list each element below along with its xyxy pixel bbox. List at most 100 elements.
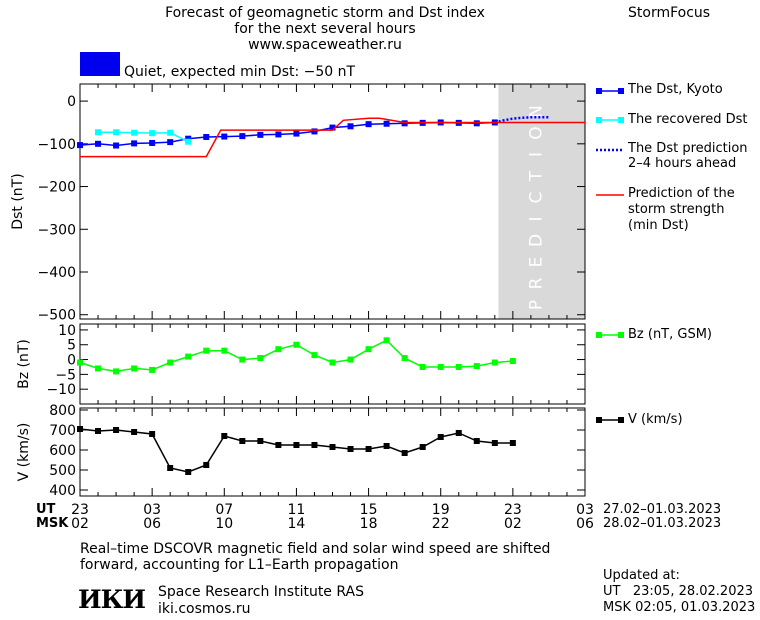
y-tick-label: −5 (55, 367, 76, 383)
msk-tick-label: 02 (71, 516, 89, 532)
data-point (347, 356, 354, 363)
data-point (149, 139, 156, 146)
data-point (167, 359, 174, 366)
data-point (221, 433, 228, 439)
y-tick-label: −100 (38, 137, 76, 153)
iki-logo-text: ИКИ (78, 585, 146, 614)
data-point (311, 128, 318, 135)
data-point (509, 358, 516, 365)
data-point (167, 129, 174, 136)
data-point (203, 133, 210, 140)
data-point (419, 363, 426, 370)
legend-bz-symbol-marker (596, 332, 602, 338)
data-point (437, 434, 444, 440)
data-point (131, 365, 138, 372)
data-point (401, 120, 408, 127)
data-point (257, 131, 264, 138)
data-point (239, 438, 246, 444)
legend-v-symbol-marker (596, 417, 602, 423)
brand-name: StormFocus (628, 5, 711, 21)
y-axis-label: V (km/s) (16, 423, 32, 482)
data-point (239, 133, 246, 140)
data-point (365, 346, 372, 353)
legend-v-symbol-marker (618, 417, 624, 423)
data-point (131, 129, 138, 136)
institute-name: Space Research Institute RAS (158, 584, 364, 600)
legend-min-dst-label-2: storm strength (628, 202, 725, 217)
prediction-band-letter: I (527, 152, 547, 157)
data-point (401, 450, 408, 456)
time-axis: 23 03 07 11 15 19 23 03 02 06 10 14 18 22 02 06 (71, 88, 624, 532)
ut-axis-label: UT (36, 502, 56, 517)
y-tick-label: 600 (49, 443, 76, 459)
data-point (275, 442, 282, 448)
msk-tick-label: 02 (504, 516, 522, 532)
legend-dst-recovered-symbol-marker (618, 117, 624, 123)
prediction-band-letter: T (527, 170, 547, 182)
data-point (311, 352, 318, 359)
data-point (329, 359, 336, 366)
y-tick-label: −400 (38, 265, 76, 281)
updated-ut: UT 23:05, 28.02.2023 (603, 584, 754, 599)
ut-tick-label: 15 (360, 502, 378, 518)
data-point (311, 442, 318, 448)
data-point (95, 129, 102, 136)
data-point (185, 353, 192, 360)
prediction-band-letter: O (527, 126, 547, 139)
data-point (383, 443, 390, 449)
v-panel: 800 700 600 500 400 V (km/s) (16, 403, 586, 499)
data-point (329, 444, 336, 450)
data-point (131, 140, 138, 147)
data-point (455, 430, 462, 436)
series-line (80, 117, 585, 158)
legend-min-dst-label-3: (min Dst) (628, 218, 689, 233)
data-point (149, 366, 156, 373)
data-point (239, 356, 246, 363)
status-swatch (80, 52, 120, 76)
data-point (365, 121, 372, 128)
data-point (149, 130, 156, 137)
data-point (473, 120, 480, 127)
ut-tick-label: 07 (215, 502, 233, 518)
prediction-band-letter: I (527, 216, 547, 221)
msk-tick-label: 10 (215, 516, 233, 532)
data-point (149, 431, 156, 437)
data-point (257, 355, 264, 362)
data-point (185, 138, 192, 145)
data-point (509, 440, 516, 446)
data-point (383, 120, 390, 127)
y-tick-label: 0 (67, 94, 76, 110)
data-point (473, 363, 480, 370)
y-tick-label: 800 (49, 403, 76, 419)
series-line (494, 116, 549, 124)
msk-dates: 28.02–01.03.2023 (603, 516, 722, 531)
prediction-band-letter: R (527, 277, 547, 289)
prediction-band-letter: E (527, 257, 547, 268)
legend-v-label: V (km/s) (628, 412, 683, 427)
data-point (437, 363, 444, 370)
data-point (491, 359, 498, 366)
ut-tick-label: 23 (71, 502, 89, 518)
panel-frame (79, 407, 586, 497)
data-point (275, 131, 282, 138)
legend-dst-recovered-symbol-marker (596, 117, 602, 123)
data-point (113, 129, 120, 136)
y-tick-label: −200 (38, 180, 76, 196)
data-point (95, 365, 102, 372)
prediction-band-letter: C (527, 192, 547, 204)
y-axis-label: Bz (nT) (16, 339, 32, 389)
prediction-band-letter: D (527, 234, 547, 247)
data-point (167, 465, 174, 471)
data-point (419, 444, 426, 450)
legend-dst-prediction-label-1: The Dst prediction (628, 141, 748, 156)
iki-logo: ИКИ (78, 585, 146, 614)
institute-site[interactable]: iki.cosmos.ru (158, 601, 251, 617)
data-point (401, 355, 408, 362)
data-point (293, 341, 300, 348)
data-point (95, 428, 102, 434)
y-tick-label: 500 (49, 463, 76, 479)
site-url[interactable]: www.spaceweather.ru (248, 37, 402, 53)
y-tick-label: −10 (46, 382, 76, 398)
